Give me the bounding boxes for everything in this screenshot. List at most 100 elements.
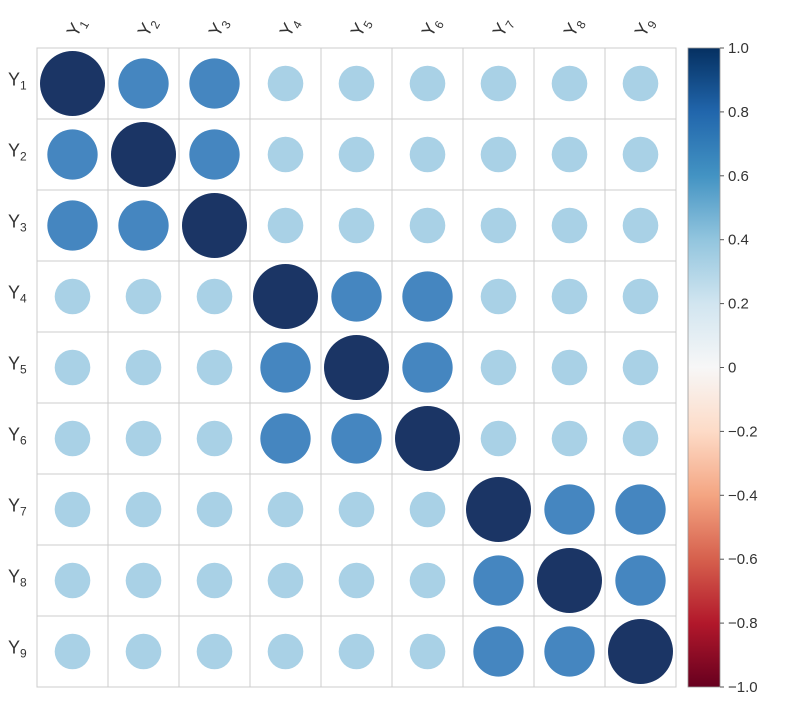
row-label-3: Y3 [8,212,27,235]
colorbar: 1.0 0.8 0.6 0.4 0.2 0 −0.2 −0.4 −0.6 −0.8 −1.0 [687,40,758,696]
correlation-circle-r2-c5 [338,136,375,173]
correlation-circle-r4-c8 [551,278,588,315]
correlation-circle-r9-c5 [338,633,375,670]
colorbar-gradient [687,47,721,688]
correlation-circle-r1-c3 [189,58,240,109]
correlation-circle-r1-c1 [40,51,105,116]
correlation-circle-r1-c5 [338,65,375,102]
correlation-circles [40,51,673,684]
correlation-circle-r7-c5 [338,491,375,528]
correlation-circle-r6-c4 [260,413,311,464]
correlation-circle-r6-c6 [395,406,460,471]
column-label-8: Y8 [560,14,589,42]
column-label-7: Y7 [489,14,518,42]
column-label-2: Y2 [134,14,163,42]
column-label-4: Y4 [276,14,305,42]
correlation-circle-r4-c6 [402,271,453,322]
correlation-circle-r6-c2 [125,420,162,457]
correlation-circle-r3-c7 [480,207,517,244]
colorbar-tick-label-9: −0.6 [728,551,758,568]
colorbar-tick-label-10: −0.8 [728,615,758,632]
correlation-circle-r1-c7 [480,65,517,102]
row-label-9: Y9 [8,638,27,661]
correlation-circle-r5-c8 [551,349,588,386]
row-label-5: Y5 [8,354,27,377]
correlation-circle-r4-c9 [622,278,659,315]
correlation-circle-r3-c6 [409,207,446,244]
correlation-circle-r3-c3 [182,193,247,258]
row-label-2: Y2 [8,141,27,164]
correlation-circle-r5-c3 [196,349,233,386]
correlation-circle-r3-c5 [338,207,375,244]
correlation-circle-r2-c6 [409,136,446,173]
correlation-circle-r6-c1 [54,420,91,457]
column-label-5: Y5 [347,14,376,42]
correlation-circle-r8-c4 [267,562,304,599]
correlation-circle-r4-c4 [253,264,318,329]
colorbar-tick-label-11: −1.0 [728,679,758,696]
correlation-circle-r2-c2 [111,122,176,187]
correlation-circle-r6-c9 [622,420,659,457]
column-label-6: Y6 [418,14,447,42]
correlation-circle-r7-c2 [125,491,162,528]
correlation-circle-r7-c1 [54,491,91,528]
row-label-1: Y1 [8,70,27,93]
correlation-circle-r4-c5 [331,271,382,322]
correlation-circle-r7-c8 [544,484,595,535]
correlation-circle-r5-c6 [402,342,453,393]
correlation-circle-r9-c4 [267,633,304,670]
correlation-circle-r5-c7 [480,349,517,386]
colorbar-tick-label-4: 0.4 [728,232,749,249]
correlation-circle-r9-c1 [54,633,91,670]
correlation-circle-r2-c4 [267,136,304,173]
column-label-9: Y9 [631,14,660,42]
correlation-circle-r8-c1 [54,562,91,599]
correlation-circle-r4-c2 [125,278,162,315]
correlation-circle-r1-c4 [267,65,304,102]
correlation-circle-r8-c5 [338,562,375,599]
correlation-circle-r1-c2 [118,58,169,109]
correlation-circle-r9-c6 [409,633,446,670]
correlation-circle-r9-c3 [196,633,233,670]
correlation-circle-r2-c1 [47,129,98,180]
correlation-circle-r2-c9 [622,136,659,173]
correlation-circle-r7-c4 [267,491,304,528]
correlation-circle-r4-c3 [196,278,233,315]
correlation-circle-r6-c5 [331,413,382,464]
column-labels: Y1 Y2 Y3 Y4 Y5 Y6 Y7 Y8 Y9 [63,14,660,42]
correlation-circle-r3-c8 [551,207,588,244]
correlation-circle-r9-c2 [125,633,162,670]
correlation-circle-r5-c9 [622,349,659,386]
correlation-circle-r2-c8 [551,136,588,173]
correlation-circle-r1-c6 [409,65,446,102]
correlation-circle-r5-c5 [324,335,389,400]
correlation-circle-r3-c1 [47,200,98,251]
correlation-circle-r3-c2 [118,200,169,251]
correlation-circle-r6-c7 [480,420,517,457]
correlation-circle-r5-c4 [260,342,311,393]
correlation-circle-r5-c1 [54,349,91,386]
row-label-7: Y7 [8,496,27,519]
colorbar-tick-label-3: 0.6 [728,168,749,185]
correlation-circle-r9-c9 [608,619,673,684]
column-label-1: Y1 [63,14,92,42]
correlation-circle-r7-c3 [196,491,233,528]
correlation-circle-r8-c9 [615,555,666,606]
correlation-circle-r7-c7 [466,477,531,542]
correlation-circle-r3-c9 [622,207,659,244]
correlation-circle-r8-c8 [537,548,602,613]
correlation-circle-r2-c7 [480,136,517,173]
correlation-circle-r7-c6 [409,491,446,528]
colorbar-tick-label-1: 1.0 [728,40,749,57]
row-label-4: Y4 [8,283,27,306]
correlation-circle-r9-c8 [544,626,595,677]
correlation-circle-r6-c3 [196,420,233,457]
correlation-circle-r1-c8 [551,65,588,102]
correlation-circle-r5-c2 [125,349,162,386]
correlation-circle-r9-c7 [473,626,524,677]
row-label-6: Y6 [8,425,27,448]
correlation-circle-r8-c2 [125,562,162,599]
colorbar-tick-label-6: 0 [728,360,736,377]
correlation-circle-r8-c6 [409,562,446,599]
